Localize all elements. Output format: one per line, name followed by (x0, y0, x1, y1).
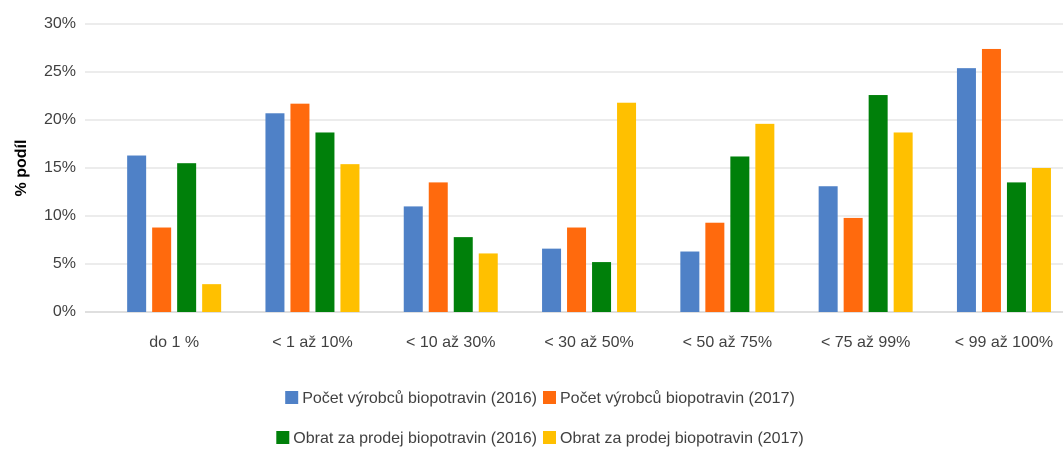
legend-swatch (543, 391, 556, 404)
bar (453, 237, 473, 312)
legend-label: Počet výrobců biopotravin (2016) (302, 389, 537, 407)
y-axis-label: % podíl (13, 140, 30, 197)
bar (428, 182, 448, 312)
bar (290, 103, 310, 313)
x-tick-label: do 1 % (149, 334, 199, 351)
bar (1006, 182, 1026, 312)
legend-swatch (285, 391, 299, 404)
bar (403, 206, 423, 312)
bar (755, 123, 775, 312)
x-tick-label: < 50 až 75% (683, 334, 772, 351)
y-tick-label: 15% (44, 159, 76, 176)
bar (843, 217, 863, 312)
bar (478, 253, 498, 312)
bar (592, 262, 612, 312)
legend-label: Obrat za prodej biopotravin (2016) (293, 430, 537, 447)
x-tick-label: < 30 až 50% (544, 334, 633, 351)
legend-swatch (543, 431, 556, 444)
x-tick-label: < 75 až 99% (821, 334, 910, 351)
bar (893, 132, 913, 312)
legend-swatch (276, 431, 290, 444)
bar (617, 102, 637, 312)
x-tick-label: < 99 až 100% (955, 334, 1053, 351)
bar (152, 227, 172, 312)
y-tick-label: 30% (44, 15, 76, 32)
y-tick-label: 10% (44, 207, 76, 224)
bar (981, 48, 1001, 313)
bar (177, 163, 197, 312)
bar (127, 155, 147, 312)
y-tick-label: 5% (53, 255, 76, 272)
y-tick-label: 25% (44, 63, 76, 80)
bar (315, 132, 335, 312)
legend-label: Obrat za prodej biopotravin (2017) (560, 430, 804, 447)
y-tick-label: 0% (53, 303, 76, 320)
x-tick-label: < 10 až 30% (406, 334, 495, 351)
bar (705, 222, 725, 312)
bar (567, 227, 587, 312)
bar (340, 164, 360, 312)
x-tick-label: < 1 až 10% (272, 334, 353, 351)
bar (818, 186, 838, 312)
legend-label: Počet výrobců biopotravin (2017) (560, 389, 795, 407)
bar (680, 251, 700, 312)
bar (730, 156, 750, 312)
bar (542, 248, 562, 312)
bar (1031, 168, 1051, 312)
y-tick-label: 20% (44, 111, 76, 128)
bar (265, 113, 285, 312)
bar (202, 284, 222, 312)
bar (956, 68, 976, 312)
bar (868, 95, 888, 312)
